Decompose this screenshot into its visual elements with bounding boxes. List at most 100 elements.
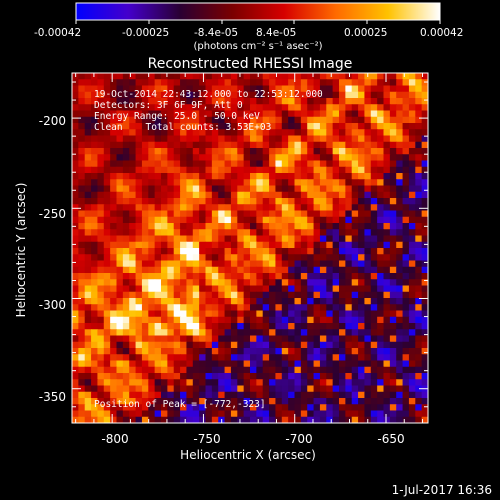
map-pixel — [326, 298, 334, 305]
map-pixel — [250, 160, 257, 168]
map-pixel — [339, 316, 346, 324]
map-pixel — [122, 216, 130, 224]
map-pixel — [186, 235, 194, 243]
map-pixel — [300, 135, 308, 143]
map-pixel — [256, 341, 264, 349]
map-pixel — [269, 248, 277, 255]
map-pixel — [275, 260, 283, 268]
map-pixel — [129, 335, 137, 343]
colorbar — [75, 2, 441, 21]
map-pixel — [364, 385, 372, 393]
map-pixel — [180, 379, 188, 387]
map-pixel — [237, 141, 245, 149]
map-pixel — [141, 273, 149, 280]
map-pixel — [288, 273, 296, 280]
map-pixel — [383, 416, 391, 423]
map-pixel — [281, 260, 289, 268]
map-pixel — [141, 366, 149, 374]
map-pixel — [205, 348, 213, 355]
map-pixel — [396, 154, 404, 162]
map-pixel — [326, 273, 334, 280]
map-pixel — [116, 166, 124, 174]
map-pixel — [262, 366, 270, 374]
map-pixel — [319, 379, 327, 387]
map-pixel — [351, 91, 359, 99]
map-pixel — [377, 248, 385, 255]
map-pixel — [205, 98, 213, 105]
map-pixel — [180, 148, 188, 155]
map-pixel — [269, 360, 277, 368]
map-pixel — [281, 385, 289, 393]
colorbar-tick-label-5: 0.00042 — [420, 27, 463, 39]
map-pixel — [345, 110, 353, 118]
map-pixel — [192, 298, 200, 305]
map-pixel — [192, 116, 200, 124]
map-pixel — [173, 129, 181, 137]
map-pixel — [402, 248, 410, 255]
map-pixel — [250, 254, 257, 262]
map-pixel — [84, 135, 92, 143]
map-pixel — [408, 173, 416, 180]
map-pixel — [218, 160, 226, 168]
map-pixel — [167, 329, 175, 337]
map-pixel — [389, 291, 397, 299]
map-pixel — [402, 410, 410, 418]
map-pixel — [135, 391, 143, 399]
map-pixel — [122, 235, 130, 243]
map-pixel — [78, 329, 86, 337]
map-pixel — [218, 348, 226, 355]
map-pixel — [192, 416, 200, 423]
map-pixel — [237, 366, 245, 374]
map-pixel — [364, 310, 372, 318]
map-pixel — [408, 73, 416, 80]
map-pixel — [161, 260, 168, 268]
map-pixel — [180, 123, 188, 130]
map-pixel — [269, 273, 277, 280]
map-pixel — [256, 166, 264, 174]
map-pixel — [307, 198, 315, 205]
map-pixel — [332, 285, 340, 293]
map-pixel — [211, 210, 219, 218]
map-pixel — [351, 216, 359, 224]
map-pixel — [148, 398, 156, 405]
map-pixel — [148, 410, 156, 418]
map-pixel — [319, 166, 327, 174]
map-pixel — [250, 329, 257, 337]
map-pixel — [97, 323, 105, 330]
map-pixel — [332, 216, 340, 224]
map-pixel — [173, 360, 181, 368]
map-pixel — [116, 266, 124, 274]
map-pixel — [281, 285, 289, 293]
map-pixel — [275, 98, 283, 105]
map-pixel — [389, 279, 397, 287]
map-pixel — [78, 154, 86, 162]
map-pixel — [243, 235, 251, 243]
map-pixel — [173, 98, 181, 105]
map-pixel — [281, 148, 289, 155]
map-pixel — [288, 310, 296, 318]
map-pixel — [313, 298, 321, 305]
map-pixel — [211, 416, 219, 423]
map-pixel — [180, 241, 188, 249]
map-pixel — [205, 73, 213, 80]
map-pixel — [186, 73, 194, 80]
map-pixel — [237, 379, 245, 387]
map-pixel — [243, 335, 251, 343]
map-pixel — [224, 73, 232, 80]
map-pixel — [402, 391, 410, 399]
map-pixel — [205, 410, 213, 418]
map-pixel — [192, 366, 200, 374]
map-pixel — [351, 198, 359, 205]
map-pixel — [389, 391, 397, 399]
map-pixel — [192, 204, 200, 212]
map-pixel — [205, 310, 213, 318]
map-pixel — [300, 210, 308, 218]
map-pixel — [97, 291, 105, 299]
map-pixel — [319, 129, 327, 137]
map-pixel — [275, 229, 283, 237]
map-pixel — [192, 379, 200, 387]
map-pixel — [300, 304, 308, 312]
map-pixel — [402, 116, 410, 124]
map-pixel — [364, 91, 372, 99]
map-pixel — [205, 104, 213, 112]
